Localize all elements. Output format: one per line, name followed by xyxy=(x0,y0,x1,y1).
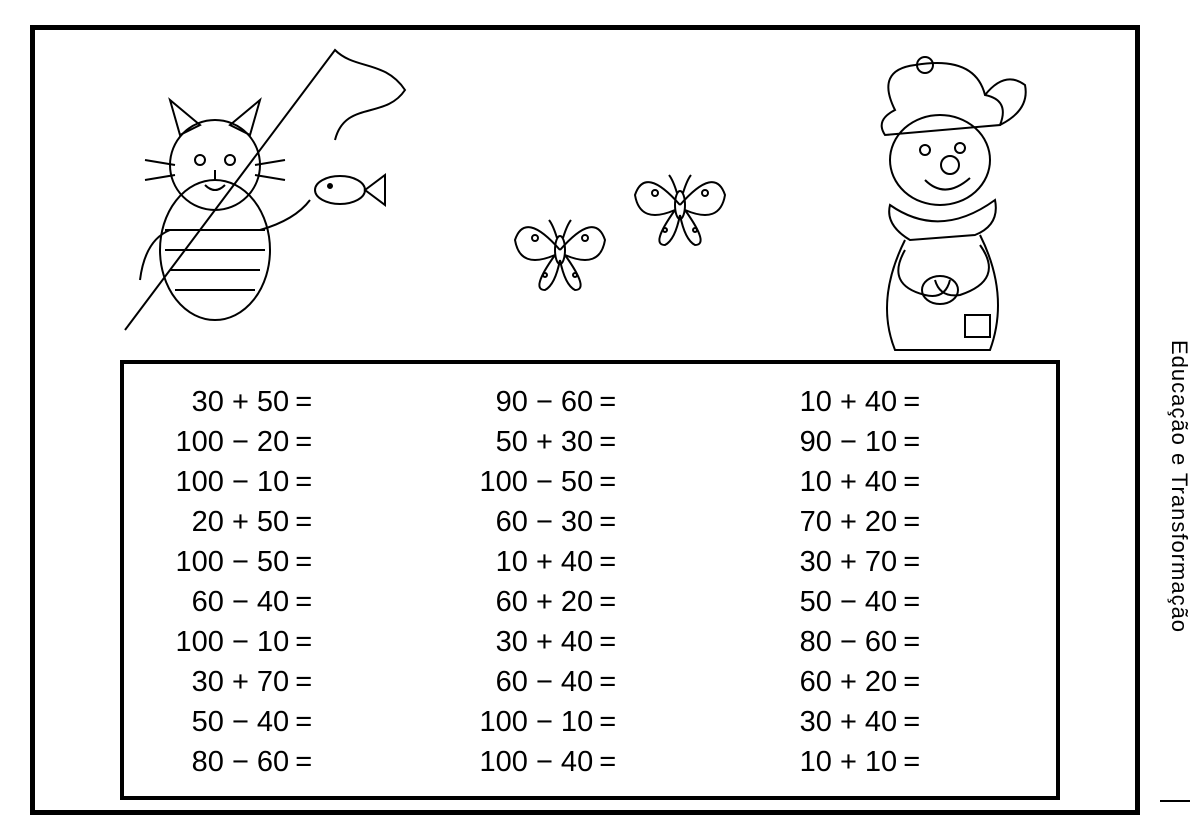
equation-column-3: 10 + 40=90 − 10=10 + 40=70 + 20=30 + 70=… xyxy=(757,382,1031,782)
equation: 90 − 10= xyxy=(757,422,1031,462)
credit-text: Educação e Transformação xyxy=(1166,340,1192,633)
equation: 100 − 50= xyxy=(149,542,423,582)
equation: 60 + 20= xyxy=(453,582,727,622)
butterfly-illustration-1 xyxy=(505,200,615,300)
equation: 80 − 60= xyxy=(757,622,1031,662)
equation: 30 + 40= xyxy=(757,702,1031,742)
equation: 10 + 40= xyxy=(757,382,1031,422)
equation: 60 − 30= xyxy=(453,502,727,542)
equation: 30 + 50= xyxy=(149,382,423,422)
equation: 70 + 20= xyxy=(757,502,1031,542)
problems-box: 30 + 50=100 − 20=100 − 10=20 + 50=100 − … xyxy=(120,360,1060,800)
equation: 50 − 40= xyxy=(757,582,1031,622)
equation: 30 + 70= xyxy=(149,662,423,702)
equation: 100 − 10= xyxy=(149,462,423,502)
equation: 60 − 40= xyxy=(149,582,423,622)
equation: 80 − 60= xyxy=(149,742,423,782)
equation: 100 − 20= xyxy=(149,422,423,462)
equation: 100 − 10= xyxy=(149,622,423,662)
equation-column-2: 90 − 60=50 + 30=100 − 50=60 − 30=10 + 40… xyxy=(453,382,727,782)
equation-column-1: 30 + 50=100 − 20=100 − 10=20 + 50=100 − … xyxy=(149,382,423,782)
equation: 60 + 20= xyxy=(757,662,1031,702)
credit-tick xyxy=(1160,800,1190,802)
equation: 30 + 40= xyxy=(453,622,727,662)
equation: 20 + 50= xyxy=(149,502,423,542)
equation: 10 + 40= xyxy=(453,542,727,582)
equation: 10 + 10= xyxy=(757,742,1031,782)
outer-frame: 30 + 50=100 − 20=100 − 10=20 + 50=100 − … xyxy=(30,25,1140,815)
illustration-area xyxy=(35,30,1135,330)
cat-fishing-illustration xyxy=(85,30,425,350)
equation: 100 − 10= xyxy=(453,702,727,742)
equation: 50 − 40= xyxy=(149,702,423,742)
equation: 30 + 70= xyxy=(757,542,1031,582)
equation: 50 + 30= xyxy=(453,422,727,462)
equation: 10 + 40= xyxy=(757,462,1031,502)
equation: 60 − 40= xyxy=(453,662,727,702)
worksheet-page: 30 + 50=100 − 20=100 − 10=20 + 50=100 − … xyxy=(0,0,1200,839)
equation: 90 − 60= xyxy=(453,382,727,422)
clown-illustration xyxy=(775,40,1075,355)
butterfly-illustration-2 xyxy=(625,155,735,255)
equation: 100 − 50= xyxy=(453,462,727,502)
equation: 100 − 40= xyxy=(453,742,727,782)
